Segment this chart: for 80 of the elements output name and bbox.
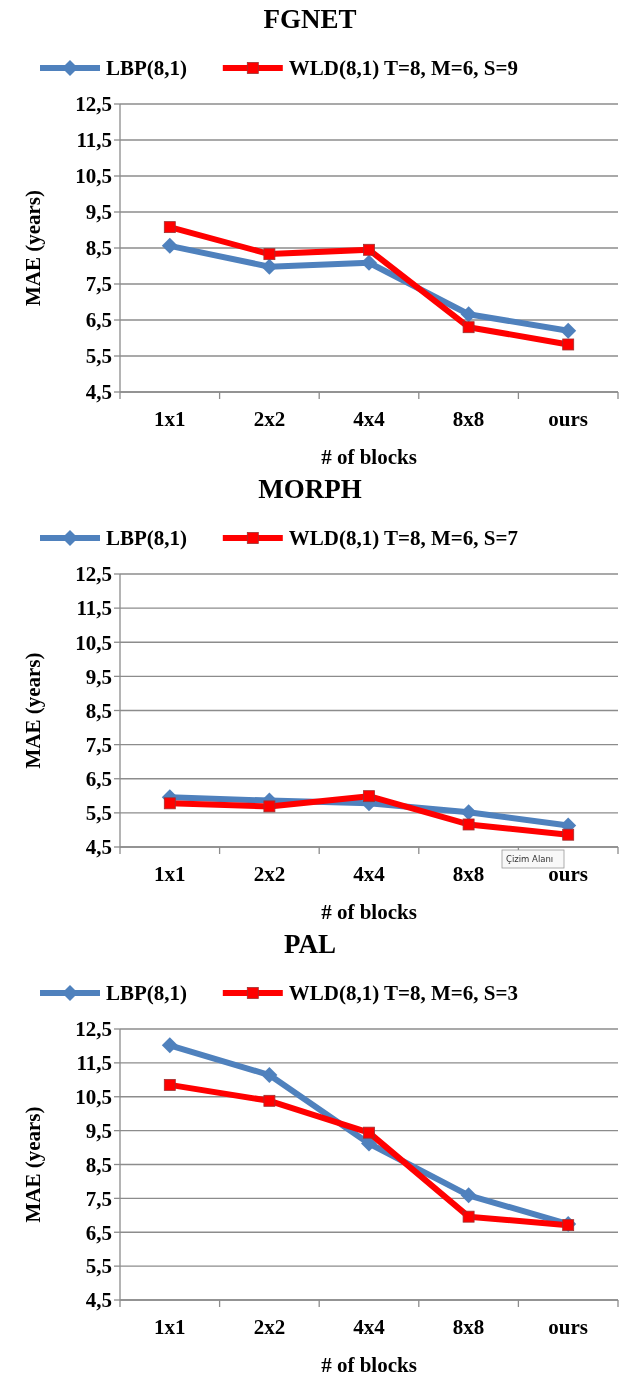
point — [163, 797, 176, 810]
y-tick-label: 12,5 — [75, 1017, 112, 1042]
point — [460, 1187, 477, 1204]
y-tick-label: 6,5 — [85, 1220, 112, 1245]
y-tick-label: 9,5 — [85, 664, 112, 689]
x-tick-label: 2x2 — [253, 407, 286, 431]
y-tick-label: 7,5 — [85, 1186, 112, 1211]
y-tick-label: 4,5 — [85, 380, 112, 405]
y-tick-label: 7,5 — [85, 732, 112, 757]
point — [462, 321, 475, 334]
y-axis-title: MAE (years) — [21, 652, 45, 769]
point — [163, 1078, 176, 1091]
y-tick-label: 6,5 — [85, 767, 112, 792]
point — [560, 322, 577, 339]
x-axis-title: # of blocks — [321, 445, 417, 469]
y-tick-label: 10,5 — [75, 630, 112, 655]
y-tick-label: 12,5 — [75, 92, 112, 117]
legend-label: WLD(8,1) T=8, M=6, S=7 — [288, 526, 518, 551]
y-tick-label: 10,5 — [75, 1085, 112, 1110]
text: Çizim Alanı — [506, 853, 554, 864]
x-tick-label: 2x2 — [253, 1315, 286, 1339]
y-tick-label: 5,5 — [85, 801, 112, 826]
y-tick-label: 11,5 — [76, 1051, 112, 1076]
point — [562, 338, 575, 351]
point — [562, 828, 575, 841]
y-tick-label: 5,5 — [85, 1254, 112, 1279]
point — [363, 1126, 375, 1139]
legend-label: LBP(8,1) — [106, 981, 188, 1006]
x-tick-label: 1x1 — [154, 1315, 186, 1339]
y-tick-label: 10,5 — [75, 164, 112, 189]
point — [263, 1094, 276, 1107]
y-tick-label: 6,5 — [85, 308, 112, 333]
point — [163, 221, 176, 234]
point — [462, 1210, 475, 1223]
x-tick-label: ours — [548, 862, 589, 886]
x-tick-label: 8x8 — [452, 1315, 485, 1339]
point — [361, 254, 377, 271]
y-tick-label: 4,5 — [85, 835, 112, 860]
x-tick-label: 1x1 — [154, 407, 186, 431]
point — [460, 804, 477, 821]
x-tick-label: 2x2 — [253, 862, 286, 886]
y-tick-label: 7,5 — [85, 272, 112, 297]
chart-title: FGNET — [263, 4, 357, 34]
x-axis-title: # of blocks — [321, 1353, 417, 1377]
x-tick-label: 4x4 — [353, 1315, 386, 1339]
x-tick-label: 8x8 — [452, 862, 485, 886]
y-tick-label: 9,5 — [85, 200, 112, 225]
point — [263, 248, 276, 261]
point — [363, 243, 375, 256]
x-tick-label: 1x1 — [154, 862, 186, 886]
y-axis-title: MAE (years) — [21, 189, 45, 307]
x-tick-label: 4x4 — [353, 407, 386, 431]
chart-title: MORPH — [258, 474, 362, 504]
point — [363, 790, 375, 803]
y-tick-label: 8,5 — [85, 236, 112, 261]
x-tick-label: ours — [548, 1315, 589, 1339]
point — [263, 800, 276, 813]
y-tick-label: 11,5 — [76, 596, 112, 621]
legend-label: LBP(8,1) — [106, 56, 188, 81]
point — [161, 237, 178, 254]
point — [462, 818, 475, 831]
y-axis-title: MAE (years) — [21, 1106, 45, 1223]
point — [460, 306, 477, 323]
point — [261, 1067, 278, 1084]
legend-label: LBP(8,1) — [106, 526, 188, 551]
x-tick-label: 8x8 — [452, 407, 485, 431]
x-tick-label: ours — [548, 407, 589, 431]
y-tick-label: 4,5 — [85, 1288, 112, 1313]
y-tick-label: 8,5 — [85, 1152, 112, 1177]
x-tick-label: 4x4 — [353, 862, 386, 886]
legend-label: WLD(8,1) T=8, M=6, S=3 — [288, 981, 518, 1006]
y-tick-label: 8,5 — [85, 698, 112, 723]
y-tick-label: 11,5 — [76, 128, 112, 153]
y-tick-label: 5,5 — [85, 344, 112, 369]
y-tick-label: 9,5 — [85, 1118, 112, 1143]
legend-label: WLD(8,1) T=8, M=6, S=9 — [288, 56, 518, 81]
point — [161, 1037, 178, 1054]
y-tick-label: 12,5 — [75, 562, 112, 587]
chart-title: PAL — [284, 929, 336, 959]
x-axis-title: # of blocks — [321, 900, 417, 924]
